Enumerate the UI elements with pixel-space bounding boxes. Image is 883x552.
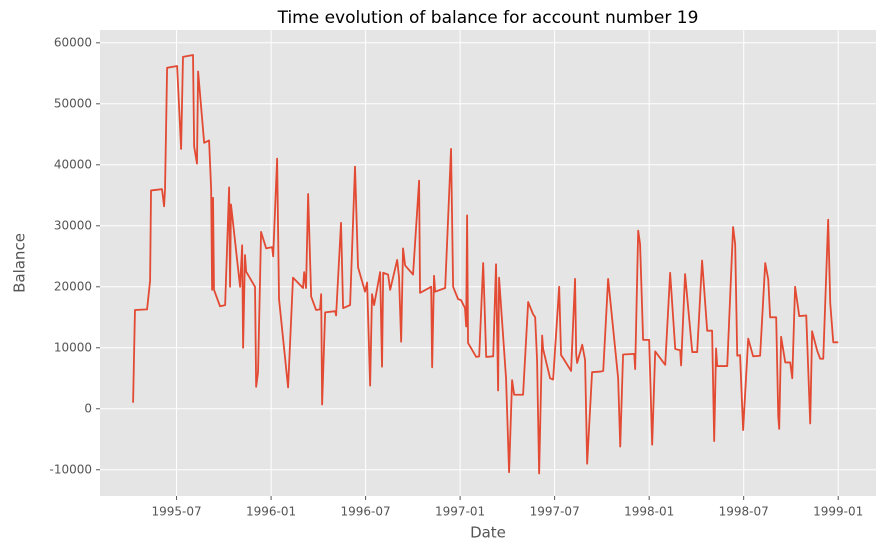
data-line: [132, 54, 839, 475]
x-tick-label: 1998-07: [719, 505, 769, 519]
x-tick-label: 1997-07: [530, 505, 580, 519]
y-tick-label: 30000: [54, 218, 92, 232]
x-axis-label: Date: [470, 524, 506, 542]
y-tick-label: -10000: [49, 462, 92, 476]
y-tick-label: 40000: [54, 157, 92, 171]
y-tick-label: 20000: [54, 279, 92, 293]
y-axis-label: Balance: [11, 233, 29, 293]
x-tick-label: 1995-07: [151, 505, 201, 519]
y-tick-label: 10000: [54, 340, 92, 354]
chart-title: Time evolution of balance for account nu…: [277, 8, 699, 28]
x-tick-label: 1999-01: [813, 505, 863, 519]
y-tick-label: 0: [84, 401, 92, 415]
x-tick-label: 1997-01: [435, 505, 485, 519]
y-tick-label: 50000: [54, 96, 92, 110]
x-tick-label: 1996-07: [341, 505, 391, 519]
x-tick-label: 1996-01: [246, 505, 296, 519]
y-tick-label: 60000: [54, 35, 92, 49]
x-tick-label: 1998-01: [624, 505, 674, 519]
plot-background: [100, 30, 876, 496]
